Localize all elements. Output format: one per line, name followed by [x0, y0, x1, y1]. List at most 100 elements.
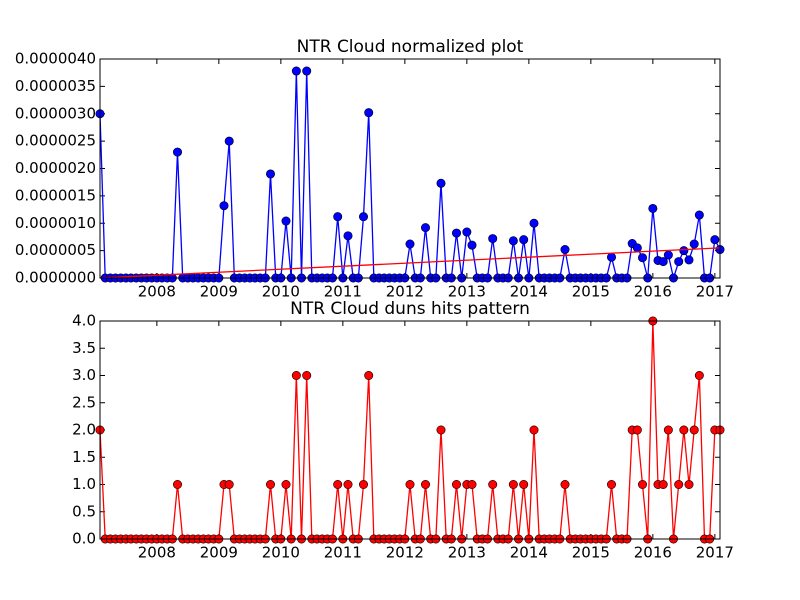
marker: [694, 210, 704, 220]
marker: [606, 252, 616, 262]
marker: [173, 147, 183, 157]
marker: [451, 479, 461, 489]
marker: [529, 218, 539, 228]
x-tick-label: 2015: [572, 283, 610, 301]
x-tick-label: 2009: [200, 544, 238, 562]
marker: [508, 479, 518, 489]
marker: [648, 203, 658, 213]
marker: [632, 243, 642, 253]
y-tick-label: 0.0000020: [15, 159, 96, 177]
marker: [467, 240, 477, 250]
marker: [658, 257, 668, 267]
marker: [436, 425, 446, 435]
marker: [265, 169, 275, 179]
x-tick-label: 2017: [696, 283, 734, 301]
marker: [560, 245, 570, 255]
y-tick-label: 1.0: [72, 475, 96, 493]
marker: [684, 255, 694, 265]
marker: [405, 239, 415, 249]
marker: [508, 236, 518, 246]
marker: [663, 425, 673, 435]
y-tick-label: 0.0000000: [15, 269, 96, 287]
x-tick-label: 2010: [262, 283, 300, 301]
marker: [710, 235, 720, 245]
marker: [658, 479, 668, 489]
marker: [674, 257, 684, 267]
marker: [343, 231, 353, 241]
marker: [462, 227, 472, 237]
marker: [529, 425, 539, 435]
marker: [679, 246, 689, 256]
x-tick-label: 2017: [696, 544, 734, 562]
x-tick-label: 2012: [386, 544, 424, 562]
y-tick-label: 1.5: [72, 448, 96, 466]
marker: [364, 370, 374, 380]
x-tick-label: 2009: [200, 283, 238, 301]
x-tick-label: 2011: [324, 283, 362, 301]
marker: [694, 370, 704, 380]
data-line: [99, 320, 720, 540]
x-tick-label: 2015: [572, 544, 610, 562]
y-tick-label: 0.0000030: [15, 104, 96, 122]
y-tick-label: 0.0000040: [15, 50, 96, 68]
chart-title: NTR Cloud duns hits pattern: [290, 299, 530, 319]
y-tick-label: 4.0: [72, 312, 96, 330]
marker: [224, 479, 234, 489]
marker: [663, 250, 673, 260]
marker: [488, 234, 498, 244]
marker: [689, 239, 699, 249]
y-tick-label: 0.5: [72, 502, 96, 520]
axes-frame: [99, 58, 721, 279]
marker: [281, 216, 291, 226]
x-tick-label: 2014: [510, 283, 548, 301]
y-tick-label: 0.0000010: [15, 214, 96, 232]
y-tick-label: 0.0000015: [15, 186, 96, 204]
marker: [689, 425, 699, 435]
data-line: [99, 247, 721, 279]
x-tick-label: 2016: [634, 283, 672, 301]
x-tick-label: 2008: [138, 544, 176, 562]
x-tick-label: 2010: [262, 544, 300, 562]
y-tick-label: 3.5: [72, 339, 96, 357]
x-tick-label: 2016: [634, 544, 672, 562]
y-tick-label: 0.0: [72, 530, 96, 548]
marker: [519, 235, 529, 245]
marker: [679, 425, 689, 435]
marker: [333, 479, 343, 489]
y-tick-label: 3.0: [72, 366, 96, 384]
marker: [420, 223, 430, 233]
marker: [405, 479, 415, 489]
marker: [224, 136, 234, 146]
marker: [358, 479, 368, 489]
marker: [560, 479, 570, 489]
x-tick-label: 2008: [138, 283, 176, 301]
x-tick-label: 2011: [324, 544, 362, 562]
marker: [291, 370, 301, 380]
marker: [637, 253, 647, 263]
marker: [632, 425, 642, 435]
x-tick-label: 2013: [448, 544, 486, 562]
marker: [265, 479, 275, 489]
y-tick-label: 0.0000035: [15, 77, 96, 95]
marker: [674, 479, 684, 489]
marker: [291, 66, 301, 76]
marker: [343, 479, 353, 489]
marker: [420, 479, 430, 489]
axes-frame: [99, 320, 721, 540]
marker: [364, 108, 374, 118]
marker: [467, 479, 477, 489]
marker: [451, 228, 461, 238]
marker: [333, 212, 343, 222]
marker: [684, 479, 694, 489]
y-tick-label: 2.5: [72, 393, 96, 411]
marker: [358, 212, 368, 222]
marker: [606, 479, 616, 489]
marker: [302, 66, 312, 76]
marker: [302, 370, 312, 380]
marker: [637, 479, 647, 489]
x-tick-label: 2013: [448, 283, 486, 301]
marker: [488, 479, 498, 489]
marker: [173, 479, 183, 489]
marker: [281, 479, 291, 489]
